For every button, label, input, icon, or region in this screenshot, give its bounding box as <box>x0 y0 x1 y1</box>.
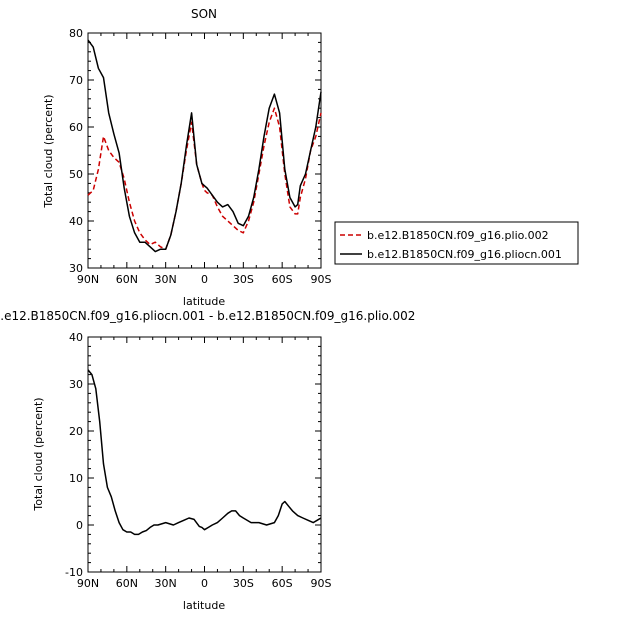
legend: b.e12.B1850CN.f09_g16.plio.002 b.e12.B18… <box>334 221 579 265</box>
x-tick-label: 90S <box>311 273 332 286</box>
top-chart-panel: SON 90N 60N 30N 0 30S 60S 90S 30 40 50 60 70 80 Tota… <box>42 7 332 308</box>
top-plot-frame <box>87 32 322 269</box>
x-tick-label: 90S <box>311 577 332 590</box>
legend-label-pliocn-001: b.e12.B1850CN.f09_g16.pliocn.001 <box>367 248 562 261</box>
x-tick-label: 90N <box>77 273 99 286</box>
bottom-x-axis-label: latitude <box>183 599 225 612</box>
x-tick-label: 0 <box>201 577 208 590</box>
x-tick-label: 60S <box>272 577 293 590</box>
x-tick-label: 30N <box>155 577 177 590</box>
bottom-axis-ticks: 90N 60N 30N 0 30S 60S 90S -10 0 10 20 30 40 <box>65 331 331 590</box>
series-line-bottom-0 <box>87 369 322 536</box>
bottom-series-lines <box>87 369 322 536</box>
bottom-chart-panel: b.e12.B1850CN.f09_g16.pliocn.001 - b.e12… <box>0 309 415 612</box>
y-tick-label: 30 <box>69 378 83 391</box>
y-tick-label: 20 <box>69 425 83 438</box>
top-y-axis-label: Total cloud (percent) <box>42 94 55 208</box>
y-tick-label: 10 <box>69 472 83 485</box>
y-tick-label: 70 <box>69 74 83 87</box>
bottom-plot-frame <box>87 336 322 573</box>
x-tick-label: 0 <box>201 273 208 286</box>
top-chart-title: SON <box>191 7 217 21</box>
y-tick-label: 60 <box>69 121 83 134</box>
legend-label-plio-002: b.e12.B1850CN.f09_g16.plio.002 <box>367 229 549 242</box>
series-line-top-1 <box>87 39 322 253</box>
top-x-axis-label: latitude <box>183 295 225 308</box>
top-series-lines <box>87 39 322 253</box>
bottom-chart-title: b.e12.B1850CN.f09_g16.pliocn.001 - b.e12… <box>0 309 415 323</box>
x-tick-label: 90N <box>77 577 99 590</box>
x-tick-label: 30S <box>233 577 254 590</box>
legend-box <box>334 221 579 265</box>
y-tick-label: 30 <box>69 262 83 275</box>
x-tick-label: 30S <box>233 273 254 286</box>
y-tick-label: 80 <box>69 27 83 40</box>
x-tick-label: 30N <box>155 273 177 286</box>
top-axis-ticks: 90N 60N 30N 0 30S 60S 90S 30 40 50 60 70 80 <box>69 27 332 286</box>
x-tick-label: 60N <box>116 273 138 286</box>
y-tick-label: 40 <box>69 331 83 344</box>
y-tick-label: 40 <box>69 215 83 228</box>
x-tick-label: 60S <box>272 273 293 286</box>
y-tick-label: -10 <box>65 566 83 579</box>
series-line-top-0 <box>87 107 322 250</box>
y-tick-label: 0 <box>76 519 83 532</box>
bottom-y-axis-label: Total cloud (percent) <box>32 397 45 511</box>
y-tick-label: 50 <box>69 168 83 181</box>
x-tick-label: 60N <box>116 577 138 590</box>
